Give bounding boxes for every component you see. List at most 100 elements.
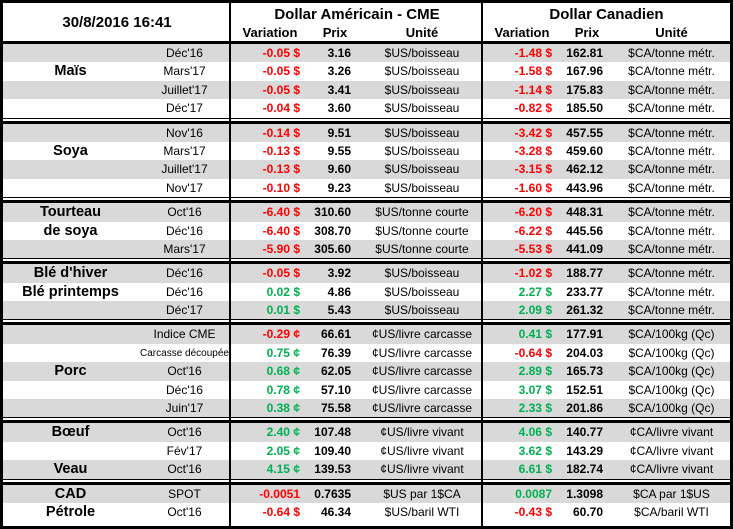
us-unit: $US/tonne courte <box>375 205 469 220</box>
us-unit: $US/boisseau <box>384 143 460 158</box>
us-price: 308.70 <box>314 223 351 238</box>
table-row: Blé printemps Déc'16 0.02 $ 4.86 $US/boissea… <box>3 282 730 302</box>
ca-unit: $CA/tonne métr. <box>628 143 715 158</box>
commodity-label: Tourteau <box>40 204 101 221</box>
us-unit: $US/boisseau <box>384 162 460 177</box>
table-row: Porc Oct'16 0.68 ¢ 62.05 ¢US/livre carcasse 2… <box>3 362 730 381</box>
ca-unit: $CA/100kg (Qc) <box>628 345 715 360</box>
us-unit: ¢US/livre carcasse <box>371 345 473 360</box>
contract-month: Déc'16 <box>166 284 203 299</box>
us-unit: $US/boisseau <box>384 266 460 281</box>
ca-variation: 0.41 $ <box>518 327 552 342</box>
us-unit: $US/boisseau <box>384 180 460 195</box>
table-row: Nov'16 -0.14 $ 9.51 $US/boisseau -3.42 $ 457.… <box>3 123 730 142</box>
us-unit: $US/tonne courte <box>375 223 469 238</box>
us-unit: ¢US/livre carcasse <box>371 401 473 416</box>
ca-variation: -6.22 $ <box>514 223 552 238</box>
ca-variation: 6.61 $ <box>518 462 552 477</box>
ca-variation: -3.42 $ <box>514 125 552 140</box>
contract-month: Carcasse découpée <box>140 347 229 359</box>
ca-unit: $CA/baril WTI <box>634 504 709 519</box>
ca-unit: $CA/tonne métr. <box>628 303 715 318</box>
us-variation: -0.10 $ <box>262 180 300 195</box>
ca-variation: 2.27 $ <box>518 284 552 299</box>
us-price: 9.55 <box>327 143 351 158</box>
usd-variation-header: Variation <box>242 25 298 40</box>
commodity-label <box>3 240 138 258</box>
us-price: 3.16 <box>327 46 351 60</box>
ca-price: 233.77 <box>566 284 603 299</box>
commodity-section: Indice CME -0.29 ¢ 66.61 ¢US/livre carcasse… <box>3 322 730 419</box>
ca-unit: $CA/100kg (Qc) <box>628 401 715 416</box>
ca-price: 448.31 <box>566 205 603 220</box>
ca-price: 443.96 <box>566 180 603 195</box>
ca-price: 441.09 <box>566 241 603 256</box>
ca-price: 261.32 <box>566 303 603 318</box>
commodity-label: Bœuf <box>51 424 90 441</box>
usd-header-group: Dollar Américain - CME Variation Prix Un… <box>231 3 483 41</box>
ca-unit: $CA/tonne métr. <box>628 205 715 220</box>
commodity-section: Tourteau Oct'16 -6.40 $ 310.60 $US/tonne cou… <box>3 200 730 260</box>
us-unit: ¢US/livre carcasse <box>371 382 473 397</box>
ca-price: 140.77 <box>566 425 603 440</box>
us-price: 76.39 <box>320 345 351 360</box>
table-row: Déc'17 0.01 $ 5.43 $US/boisseau 2.09 $ 261.32… <box>3 301 730 320</box>
us-price: 305.60 <box>314 241 351 256</box>
ca-variation: -3.15 $ <box>514 162 552 177</box>
us-variation: 0.02 $ <box>266 284 300 299</box>
ca-unit: $CA/100kg (Qc) <box>628 382 715 397</box>
ca-unit: ¢CA/livre vivant <box>629 462 714 477</box>
contract-month: Juillet'17 <box>161 162 208 177</box>
ca-price: 204.03 <box>566 345 603 360</box>
us-unit: $US/tonne courte <box>375 241 469 256</box>
us-price: 57.10 <box>320 382 351 397</box>
usd-subheaders: Variation Prix Unité <box>231 25 483 41</box>
us-unit: $US/boisseau <box>384 46 460 60</box>
ca-variation: -0.64 $ <box>514 345 552 360</box>
commodity-label: de soya <box>43 222 98 239</box>
ca-unit: $CA/tonne métr. <box>628 46 715 60</box>
us-price: 0.7635 <box>314 486 351 501</box>
cad-subheaders: Variation Prix Unité <box>483 25 730 41</box>
us-unit: ¢US/livre vivant <box>380 425 464 440</box>
ca-price: 167.96 <box>566 64 603 79</box>
commodity-label <box>3 344 138 362</box>
table-row: Juillet'17 -0.05 $ 3.41 $US/boisseau -1.14 $… <box>3 80 730 100</box>
us-variation: -0.05 $ <box>262 64 300 79</box>
commodity-label: Pétrole <box>45 503 96 520</box>
ca-variation: 2.09 $ <box>518 303 552 318</box>
ca-price: 182.74 <box>566 462 603 477</box>
us-unit: $US/boisseau <box>384 82 460 97</box>
commodity-label <box>3 81 138 99</box>
ca-variation: 3.07 $ <box>518 382 552 397</box>
ca-variation: -1.14 $ <box>514 82 552 97</box>
table-row: Indice CME -0.29 ¢ 66.61 ¢US/livre carcasse… <box>3 325 730 344</box>
commodity-section: Nov'16 -0.14 $ 9.51 $US/boisseau -3.42 $ 457.… <box>3 120 730 199</box>
commodity-section: Bœuf Oct'16 2.40 ¢ 107.48 ¢US/livre vivant 4.… <box>3 420 730 480</box>
table-row: CAD SPOT -0.0051 0.7635 $US par 1$CA 0.0087 1.… <box>3 484 730 503</box>
cad-title: Dollar Canadien <box>549 6 664 23</box>
commodity-label <box>3 44 138 62</box>
commodity-label: CAD <box>54 485 87 502</box>
ca-unit: $CA/tonne métr. <box>628 180 715 195</box>
us-price: 3.92 <box>327 266 351 281</box>
ca-unit: $CA par 1$US <box>633 486 710 501</box>
ca-variation: 2.33 $ <box>518 401 552 416</box>
table-row: Juin'17 0.38 ¢ 75.58 ¢US/livre carcasse 2.33… <box>3 399 730 418</box>
ca-price: 175.83 <box>566 82 603 97</box>
table-row: Nov'17 -0.10 $ 9.23 $US/boisseau -1.60 $ 443.… <box>3 178 730 198</box>
contract-month: Déc'16 <box>166 266 203 281</box>
us-variation: -6.40 $ <box>262 223 300 238</box>
contract-month: Mars'17 <box>163 241 206 256</box>
ca-variation: 2.89 $ <box>518 364 552 379</box>
us-variation: -0.29 ¢ <box>262 327 300 342</box>
contract-month: Mars'17 <box>163 64 206 79</box>
contract-month: Fév'17 <box>166 443 203 458</box>
us-price: 5.43 <box>327 303 351 318</box>
us-price: 66.61 <box>320 327 351 342</box>
us-variation: 0.75 ¢ <box>266 345 300 360</box>
cad-price-header: Prix <box>574 25 600 40</box>
us-variation: -0.05 $ <box>262 46 300 60</box>
commodity-label <box>3 381 138 399</box>
